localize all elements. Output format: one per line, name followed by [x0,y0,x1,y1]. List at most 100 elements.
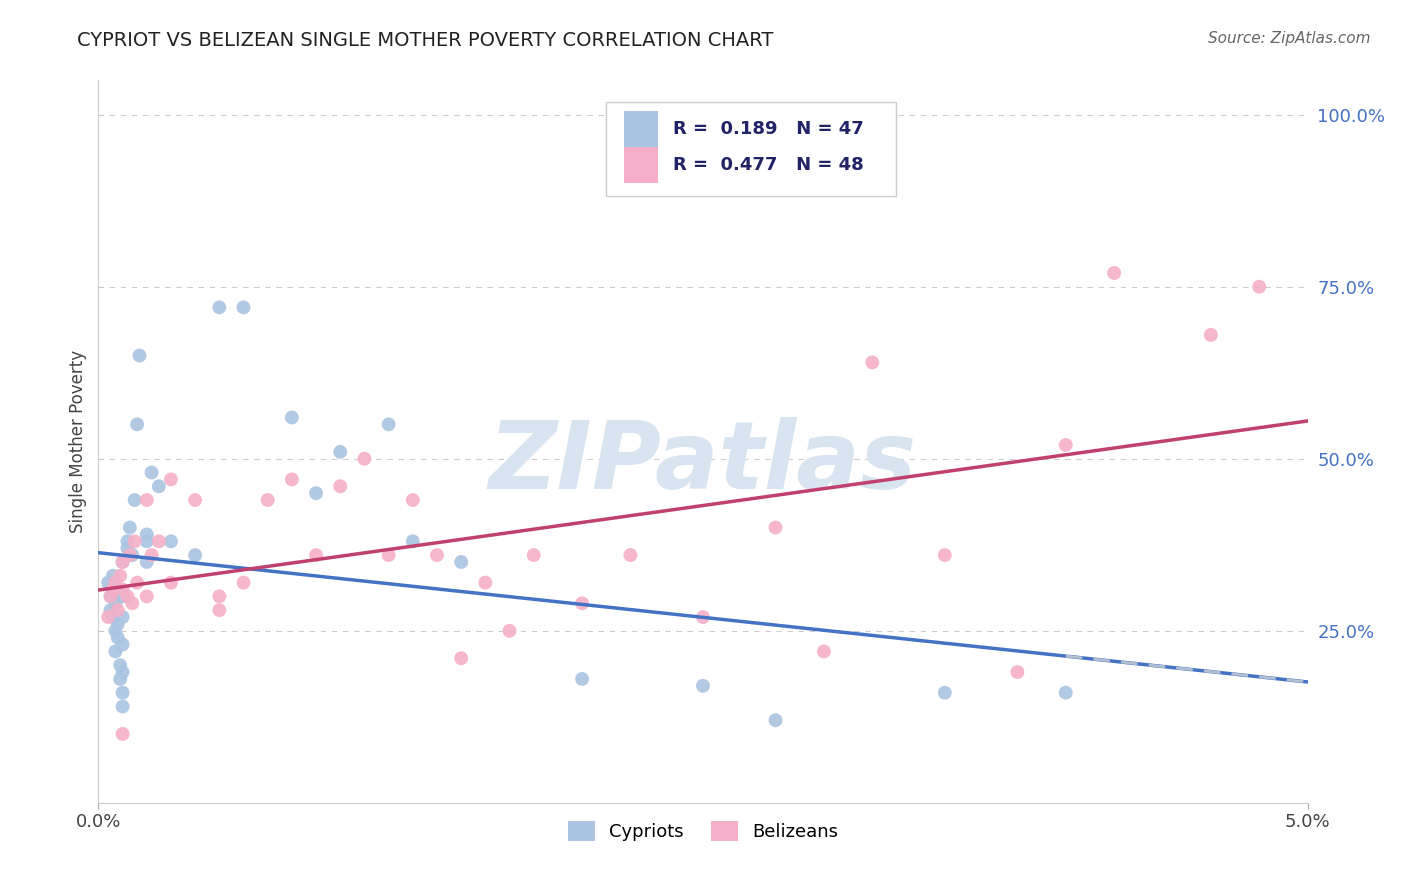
Point [160,472,183,486]
Point [256,493,278,508]
Point [353,451,375,466]
Point [97,575,120,590]
Point [1249,279,1271,293]
Point [329,479,352,493]
Point [692,610,714,624]
Point [523,548,546,562]
Point [208,301,231,315]
Point [934,686,956,700]
FancyBboxPatch shape [624,111,658,147]
Point [104,624,127,638]
Point [127,417,149,432]
Point [128,349,150,363]
Point [124,493,146,508]
Point [1102,266,1125,280]
Point [765,713,787,727]
Text: R =  0.189   N = 47: R = 0.189 N = 47 [673,120,863,137]
Point [101,610,124,624]
Point [111,638,134,652]
Point [305,486,328,500]
Point [111,582,134,597]
Point [498,624,520,638]
Point [101,582,124,597]
Point [141,548,163,562]
Point [571,672,593,686]
Point [148,479,170,493]
FancyBboxPatch shape [606,102,897,196]
Point [107,603,129,617]
Point [148,534,170,549]
Point [108,568,131,582]
Point [135,555,157,569]
Point [107,631,129,645]
Point [111,590,134,604]
Point [118,548,141,562]
Point [127,575,149,590]
Point [281,410,304,425]
Point [765,520,787,534]
Point [124,534,146,549]
Point [135,534,157,549]
Point [104,596,127,610]
Point [108,672,131,686]
Point [860,355,883,369]
Point [141,466,163,480]
Point [619,548,641,562]
Point [107,582,129,597]
Point [107,616,129,631]
Point [101,568,124,582]
Text: Source: ZipAtlas.com: Source: ZipAtlas.com [1208,31,1371,46]
Point [111,555,134,569]
Text: CYPRIOT VS BELIZEAN SINGLE MOTHER POVERTY CORRELATION CHART: CYPRIOT VS BELIZEAN SINGLE MOTHER POVERT… [77,31,773,50]
Point [111,686,134,700]
Point [450,651,472,665]
Point [232,301,254,315]
Point [1007,665,1029,679]
Y-axis label: Single Mother Poverty: Single Mother Poverty [69,350,87,533]
Point [208,603,231,617]
Point [377,548,399,562]
Point [402,534,425,549]
Point [329,445,352,459]
Point [111,699,134,714]
Point [1054,438,1077,452]
Point [377,417,399,432]
Point [100,590,122,604]
Point [135,590,157,604]
Point [135,527,157,541]
Point [111,727,134,741]
Point [184,493,207,508]
Point [474,575,496,590]
Point [160,575,183,590]
Point [281,472,304,486]
FancyBboxPatch shape [624,147,658,183]
Point [1199,327,1222,342]
Text: R =  0.477   N = 48: R = 0.477 N = 48 [673,156,863,174]
Point [135,493,157,508]
Point [108,658,131,673]
Point [232,575,254,590]
Point [426,548,449,562]
Point [121,596,143,610]
Point [100,590,122,604]
Point [1054,686,1077,700]
Point [305,548,328,562]
Point [100,603,122,617]
Point [184,548,207,562]
Point [934,548,956,562]
Point [450,555,472,569]
Point [104,644,127,658]
Point [208,590,231,604]
Point [160,534,183,549]
Text: ZIPatlas: ZIPatlas [489,417,917,509]
Point [121,548,143,562]
Legend: Cypriots, Belizeans: Cypriots, Belizeans [561,814,845,848]
Point [111,610,134,624]
Point [104,575,127,590]
Point [111,665,134,679]
Point [117,534,139,549]
Point [117,541,139,556]
Point [692,679,714,693]
Point [402,493,425,508]
Point [117,590,139,604]
